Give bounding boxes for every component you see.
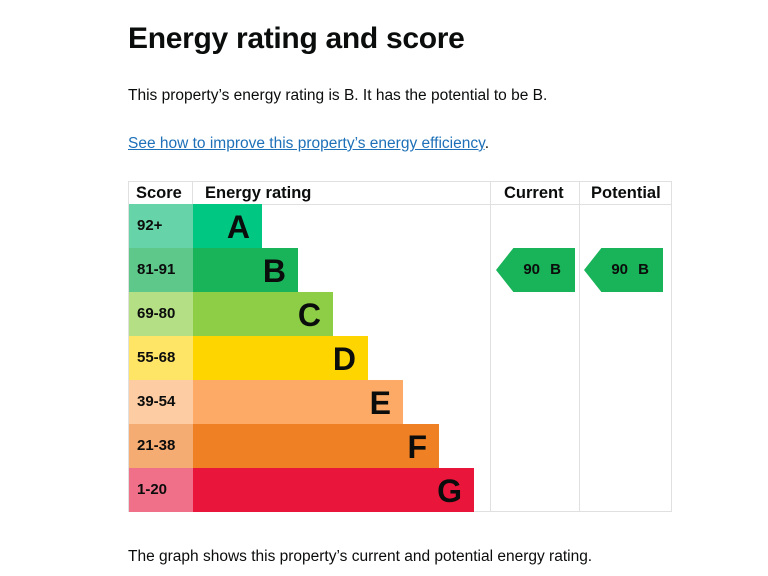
score-e: 39-54 xyxy=(129,380,193,424)
link-suffix: . xyxy=(484,135,489,152)
potential-rating-arrow: 90 B xyxy=(584,248,663,292)
energy-rating-table: Score Energy rating Current Potential 92… xyxy=(128,181,672,512)
rating-summary: This property’s energy rating is B. It h… xyxy=(128,87,548,104)
score-f: 21-38 xyxy=(129,424,193,468)
score-g: 1-20 xyxy=(129,468,193,512)
divider xyxy=(490,182,491,511)
rating-bar-g: G xyxy=(193,468,474,512)
improve-efficiency-link[interactable]: See how to improve this property’s energ… xyxy=(128,135,485,152)
divider xyxy=(129,204,671,205)
header-energy-rating: Energy rating xyxy=(205,184,312,202)
rating-bar-c: C xyxy=(193,292,333,336)
score-d: 55-68 xyxy=(129,336,193,380)
header-current: Current xyxy=(504,184,564,202)
header-score: Score xyxy=(136,184,182,202)
rating-bar-f: F xyxy=(193,424,439,468)
graph-description: The graph shows this property’s current … xyxy=(128,548,593,565)
header-potential: Potential xyxy=(591,184,661,202)
divider xyxy=(192,182,193,204)
current-rating-arrow: 90 B xyxy=(496,248,575,292)
score-b: 81-91 xyxy=(129,248,193,292)
improve-link-line: See how to improve this property’s energ… xyxy=(128,135,489,153)
rating-bar-d: D xyxy=(193,336,368,380)
score-a: 92+ xyxy=(129,204,193,248)
rating-bar-e: E xyxy=(193,380,403,424)
page-title: Energy rating and score xyxy=(128,22,465,55)
rating-bar-b: B xyxy=(193,248,298,292)
score-c: 69-80 xyxy=(129,292,193,336)
divider xyxy=(579,182,580,511)
rating-bar-a: A xyxy=(193,204,262,248)
